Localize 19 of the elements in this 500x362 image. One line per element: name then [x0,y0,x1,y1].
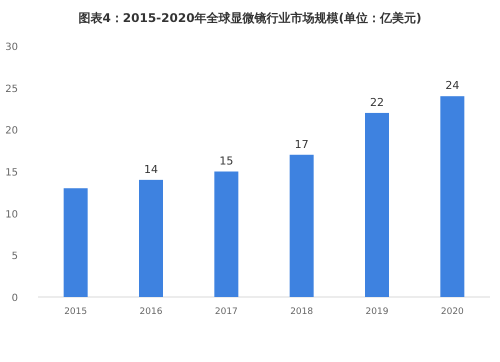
x-tick-label: 2017 [214,307,238,317]
y-tick-label: 0 [12,293,18,304]
y-tick-label: 20 [5,126,18,137]
x-tick-label: 2015 [64,307,88,317]
data-label: 15 [219,154,234,168]
data-label: 14 [144,162,158,176]
x-tick-label: 2016 [140,307,163,317]
data-label: 24 [445,79,460,92]
x-tick-label: 2020 [440,307,464,317]
data-label: 22 [370,96,384,109]
y-tick-label: 30 [5,42,18,53]
y-tick-label: 25 [5,84,18,95]
x-tick-label: 2019 [366,307,389,317]
x-tick-label: 2018 [290,307,314,317]
chart-title: 图表4：2015-2020年全球显微镜行业市场规模(单位：亿美元) [78,11,422,25]
y-tick-label: 15 [5,168,18,178]
data-label: 17 [294,138,309,151]
y-tick-label: 5 [12,251,18,262]
y-tick-label: 10 [5,209,18,220]
